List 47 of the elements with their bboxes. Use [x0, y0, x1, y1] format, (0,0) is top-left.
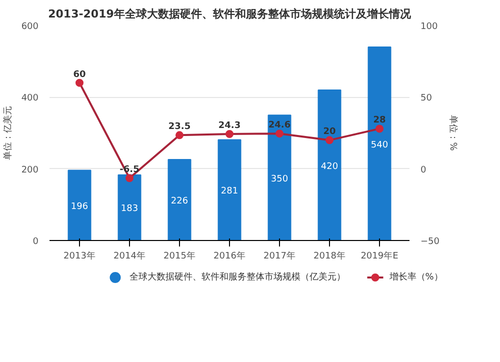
- point: [126, 174, 134, 182]
- y-axis-title: 单位：亿美元: [2, 106, 14, 160]
- point: [376, 124, 384, 133]
- data-label: 23.5: [168, 122, 191, 132]
- x-tick-label: 2013年: [64, 250, 96, 262]
- point: [276, 130, 284, 138]
- data-label: 20: [323, 127, 336, 138]
- data-label: 24.6: [268, 120, 291, 131]
- y2-tick-label: 0: [420, 165, 426, 176]
- x-tick-label: 2014年: [114, 250, 146, 262]
- data-label: 183: [120, 204, 138, 214]
- y2-tick-label: 50: [420, 94, 432, 104]
- data-label: 281: [220, 186, 238, 197]
- bar: [268, 114, 292, 240]
- point: [176, 131, 184, 140]
- x-tick-label: 2015年: [164, 250, 196, 262]
- x-tick-label: 2016年: [214, 250, 246, 262]
- x-tick-label: 2019年E: [360, 250, 399, 262]
- data-label: 196: [70, 202, 88, 212]
- y-tick-label: 400: [21, 94, 39, 104]
- bar: [168, 159, 192, 240]
- data-label: 226: [170, 196, 188, 207]
- bar: [368, 46, 392, 240]
- point: [226, 130, 234, 138]
- data-label: 28: [373, 116, 386, 126]
- point: [76, 78, 84, 87]
- y2-tick-label: −50: [420, 237, 440, 247]
- data-label: 350: [270, 174, 288, 184]
- y-tick-label: 600: [21, 22, 39, 32]
- data-label: 420: [320, 162, 338, 172]
- data-label: 60: [73, 70, 86, 80]
- bar: [218, 139, 242, 240]
- y-tick-label: 200: [21, 165, 39, 176]
- legend-label: 全球大数据硬件、软件和服务整体市场规模（亿美元）: [129, 272, 346, 282]
- data-label: 24.3: [218, 121, 241, 132]
- point: [326, 136, 334, 144]
- chart-title: 2013-2019年全球大数据硬件、软件和服务整体市场规模统计及增长情况: [48, 8, 412, 20]
- y2-tick-label: 100: [420, 22, 438, 32]
- legend-label: 增长率（%）: [388, 272, 443, 282]
- bar: [118, 174, 142, 240]
- bar: [318, 90, 342, 240]
- x-tick-label: 2017年: [264, 250, 296, 262]
- x-tick-label: 2018年: [314, 250, 346, 262]
- y-tick-label: 0: [32, 237, 39, 247]
- bar: [68, 170, 92, 240]
- data-label: 540: [370, 140, 388, 150]
- y2-axis-title: 单位：%: [447, 115, 458, 152]
